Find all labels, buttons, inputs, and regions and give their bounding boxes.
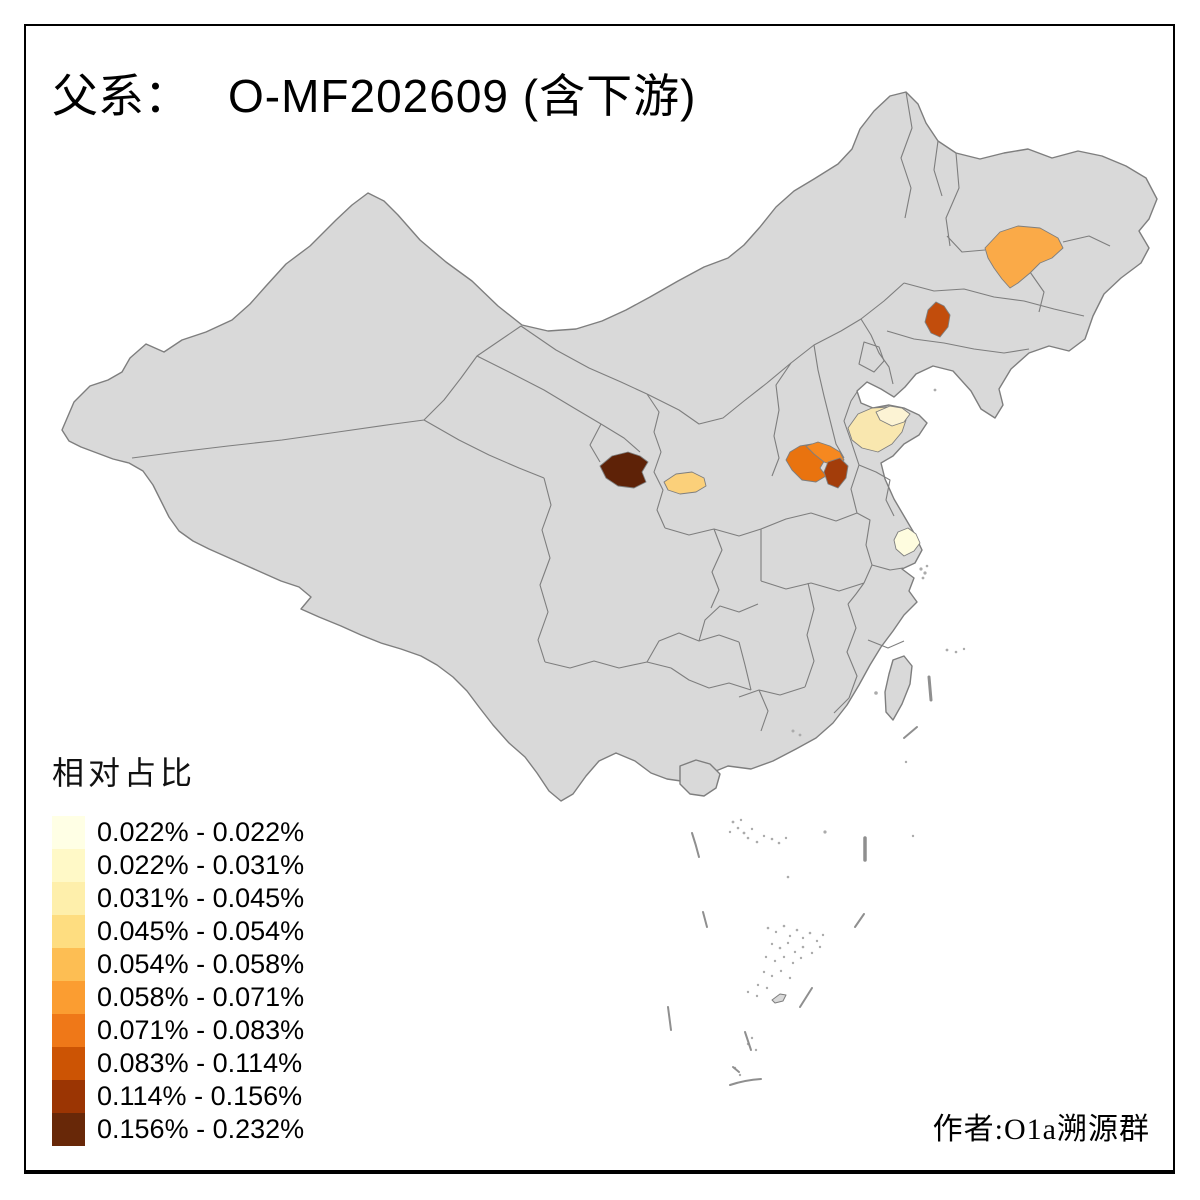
region-jilin-city bbox=[924, 301, 951, 338]
legend-row: 0.022% - 0.031% bbox=[52, 849, 304, 882]
author-credit: 作者:O1a溯源群 bbox=[932, 1113, 1150, 1146]
title-prefix: 父系： bbox=[52, 71, 190, 122]
legend-label: 0.054% - 0.058% bbox=[97, 949, 305, 979]
legend-label: 0.156% - 0.232% bbox=[97, 1114, 305, 1144]
legend-label: 0.022% - 0.022% bbox=[97, 817, 305, 847]
legend-swatch bbox=[52, 1047, 85, 1080]
province-boundaries bbox=[131, 91, 1111, 732]
page-title: 父系： O-MF202609 (含下游) bbox=[52, 60, 696, 126]
legend-swatch bbox=[52, 816, 85, 849]
title-main: O-MF202609 (含下游) bbox=[228, 70, 697, 122]
region-jiangsu-coastal bbox=[893, 527, 921, 557]
legend: 相对占比 0.022% - 0.022% 0.022% - 0.031% 0.0… bbox=[52, 748, 304, 1146]
legend-row: 0.045% - 0.054% bbox=[52, 915, 304, 948]
legend-swatch bbox=[52, 849, 85, 882]
legend-row: 0.156% - 0.232% bbox=[52, 1113, 304, 1146]
legend-title: 相对占比 bbox=[52, 755, 197, 791]
taiwan-island bbox=[884, 655, 913, 721]
region-heilongjiang-harbin bbox=[984, 225, 1064, 289]
legend-row: 0.022% - 0.022% bbox=[52, 816, 304, 849]
legend-row: 0.114% - 0.156% bbox=[52, 1080, 304, 1113]
legend-swatch bbox=[52, 1014, 85, 1047]
spratly-islet bbox=[771, 993, 787, 1004]
legend-row: 0.083% - 0.114% bbox=[52, 1047, 304, 1080]
colored-regions bbox=[599, 225, 1064, 557]
legend-label: 0.058% - 0.071% bbox=[97, 982, 305, 1012]
legend-label: 0.071% - 0.083% bbox=[97, 1015, 305, 1045]
legend-swatch bbox=[52, 948, 85, 981]
mainland-outline bbox=[61, 91, 1158, 802]
legend-swatch bbox=[52, 981, 85, 1014]
legend-swatch bbox=[52, 915, 85, 948]
legend-label: 0.045% - 0.054% bbox=[97, 916, 305, 946]
legend-label: 0.114% - 0.156% bbox=[97, 1081, 303, 1111]
region-shandong-northeast bbox=[875, 405, 911, 427]
legend-label: 0.031% - 0.045% bbox=[97, 883, 305, 913]
legend-swatch bbox=[52, 1080, 85, 1113]
region-gansu-southeast bbox=[599, 451, 649, 489]
legend-row: 0.031% - 0.045% bbox=[52, 882, 304, 915]
legend-swatch bbox=[52, 882, 85, 915]
maritime-dash-lines bbox=[667, 675, 933, 1086]
legend-label: 0.083% - 0.114% bbox=[97, 1048, 303, 1078]
region-shaanxi-central bbox=[663, 471, 707, 495]
legend-row: 0.071% - 0.083% bbox=[52, 1014, 304, 1047]
legend-label: 0.022% - 0.031% bbox=[97, 850, 305, 880]
small-islands bbox=[728, 388, 966, 1077]
legend-row: 0.058% - 0.071% bbox=[52, 981, 304, 1014]
region-henan-southeast bbox=[823, 457, 849, 489]
legend-row: 0.054% - 0.058% bbox=[52, 948, 304, 981]
hainan-island bbox=[679, 759, 721, 797]
map-land bbox=[61, 91, 1158, 1004]
legend-swatch bbox=[52, 1113, 85, 1146]
